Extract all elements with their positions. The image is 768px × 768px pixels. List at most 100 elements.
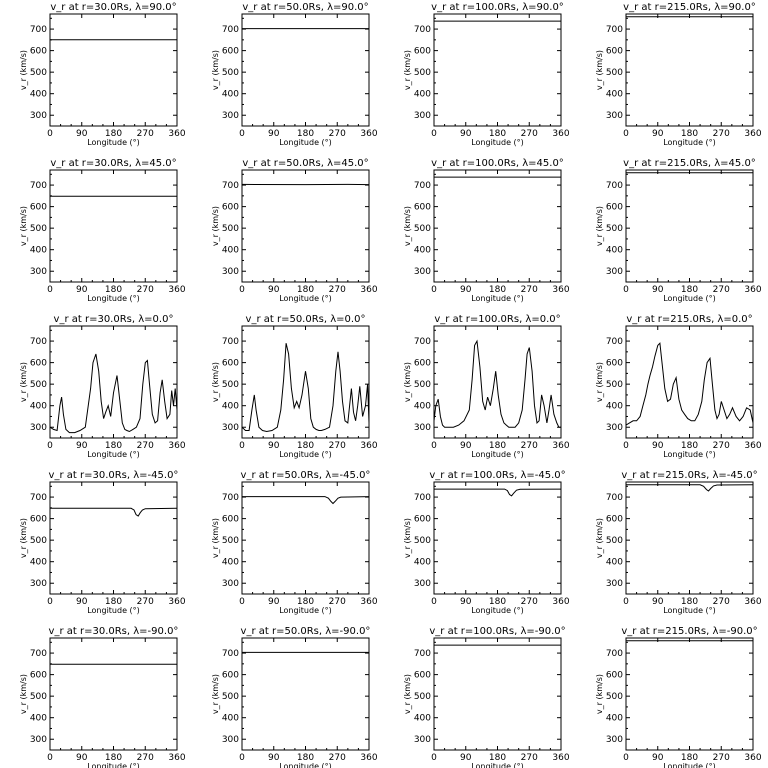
x-axis-label: Longitude (°) (279, 606, 332, 615)
panel-9: v_r at r=50.0Rs, λ=0.0° 0 90 180 270 360 300 40… (211, 314, 378, 459)
x-tick-label: 0 (623, 441, 629, 451)
y-tick-label: 500 (30, 536, 47, 546)
y-tick-label: 600 (414, 359, 431, 369)
x-tick-label: 360 (360, 285, 377, 295)
x-tick-label: 90 (76, 285, 88, 295)
y-axis-label: v_r (km/s) (211, 518, 220, 558)
panel-title: v_r at r=215.0Rs, λ=-90.0° (621, 626, 757, 637)
y-axis-label: v_r (km/s) (595, 674, 604, 714)
y-axis-label: v_r (km/s) (403, 362, 412, 402)
x-tick-label: 180 (105, 753, 122, 763)
y-tick-label: 500 (30, 68, 47, 78)
panel-2: v_r at r=100.0Rs, λ=90.0° 0 90 180 270 360 300… (403, 2, 570, 147)
x-tick-label: 90 (76, 441, 88, 451)
x-tick-label: 180 (681, 285, 698, 295)
plot-frame (49, 13, 178, 127)
panel-title: v_r at r=100.0Rs, λ=0.0° (434, 314, 560, 325)
y-tick-label: 500 (30, 692, 47, 702)
y-axis-label: v_r (km/s) (595, 50, 604, 90)
y-tick-label: 400 (30, 714, 47, 724)
y-axis-label: v_r (km/s) (19, 362, 28, 402)
x-tick-label: 180 (297, 753, 314, 763)
series-line (50, 353, 177, 434)
panel-title: v_r at r=50.0Rs, λ=-90.0° (241, 626, 371, 637)
x-tick-label: 180 (681, 597, 698, 607)
y-tick-label: 400 (30, 402, 47, 412)
panel-0: v_r at r=30.0Rs, λ=90.0° 0 90 180 270 360 300 4… (19, 2, 186, 147)
y-axis-label: v_r (km/s) (211, 206, 220, 246)
x-axis-label: Longitude (°) (279, 450, 332, 459)
y-tick-label: 500 (414, 224, 431, 234)
panel-title: v_r at r=50.0Rs, λ=45.0° (242, 158, 368, 169)
x-tick-label: 180 (105, 441, 122, 451)
x-tick-label: 180 (297, 285, 314, 295)
y-tick-label: 400 (30, 90, 47, 100)
panel-18: v_r at r=100.0Rs, λ=-90.0° 0 90 180 270 360 30… (403, 626, 570, 768)
y-tick-label: 500 (222, 68, 239, 78)
x-tick-label: 270 (713, 753, 730, 763)
x-tick-label: 360 (168, 753, 185, 763)
plot-frame (241, 637, 370, 751)
panel-title: v_r at r=100.0Rs, λ=90.0° (431, 2, 564, 13)
y-axis-label: v_r (km/s) (19, 206, 28, 246)
y-axis-label: v_r (km/s) (211, 50, 220, 90)
plot-frame (625, 637, 754, 751)
x-tick-label: 90 (460, 441, 472, 451)
y-tick-label: 600 (222, 203, 239, 213)
x-tick-label: 270 (137, 285, 154, 295)
x-tick-label: 360 (744, 753, 761, 763)
x-tick-label: 0 (431, 441, 437, 451)
x-tick-label: 270 (137, 753, 154, 763)
x-tick-label: 270 (137, 597, 154, 607)
x-tick-label: 90 (652, 441, 664, 451)
series-line (434, 488, 561, 497)
x-tick-label: 0 (47, 129, 53, 139)
panel-19: v_r at r=215.0Rs, λ=-90.0° 0 90 180 270 360 30… (595, 626, 762, 768)
x-axis-label: Longitude (°) (279, 762, 332, 768)
panel-title: v_r at r=215.0Rs, λ=-45.0° (621, 470, 757, 481)
y-tick-label: 700 (414, 25, 431, 35)
y-tick-label: 400 (30, 246, 47, 256)
x-tick-label: 0 (47, 285, 53, 295)
y-tick-label: 500 (414, 536, 431, 546)
x-tick-label: 180 (489, 753, 506, 763)
y-axis-label: v_r (km/s) (595, 362, 604, 402)
plot-frame (625, 169, 754, 283)
y-tick-label: 400 (606, 714, 623, 724)
y-tick-label: 300 (414, 579, 431, 589)
y-tick-label: 300 (414, 735, 431, 745)
y-axis-label: v_r (km/s) (19, 50, 28, 90)
y-tick-label: 300 (222, 111, 239, 121)
y-tick-label: 500 (30, 380, 47, 390)
plot-frame (49, 169, 178, 283)
y-tick-label: 500 (414, 68, 431, 78)
panel-title: v_r at r=30.0Rs, λ=-45.0° (49, 470, 179, 481)
y-tick-label: 500 (606, 536, 623, 546)
x-tick-label: 360 (552, 441, 569, 451)
panel-title: v_r at r=100.0Rs, λ=-45.0° (429, 470, 565, 481)
y-tick-label: 500 (606, 224, 623, 234)
x-tick-label: 360 (552, 129, 569, 139)
panel-title: v_r at r=100.0Rs, λ=-90.0° (429, 626, 565, 637)
x-tick-label: 270 (521, 597, 538, 607)
y-axis-label: v_r (km/s) (595, 518, 604, 558)
x-tick-label: 0 (239, 129, 245, 139)
x-axis-label: Longitude (°) (663, 294, 716, 303)
x-tick-label: 270 (329, 129, 346, 139)
panel-title: v_r at r=30.0Rs, λ=-90.0° (49, 626, 179, 637)
y-tick-label: 500 (606, 68, 623, 78)
y-tick-label: 300 (222, 735, 239, 745)
x-tick-label: 180 (681, 129, 698, 139)
y-tick-label: 700 (222, 337, 239, 347)
panel-title: v_r at r=215.0Rs, λ=45.0° (623, 158, 756, 169)
y-tick-label: 400 (222, 402, 239, 412)
panel-11: v_r at r=215.0Rs, λ=0.0° 0 90 180 270 360 300 4… (595, 314, 762, 459)
y-tick-label: 700 (414, 181, 431, 191)
x-tick-label: 90 (268, 597, 280, 607)
plot-frame (625, 481, 754, 595)
y-tick-label: 500 (414, 380, 431, 390)
y-tick-label: 500 (30, 224, 47, 234)
x-tick-label: 180 (105, 285, 122, 295)
x-tick-label: 270 (329, 597, 346, 607)
panel-5: v_r at r=50.0Rs, λ=45.0° 0 90 180 270 360 300 4… (211, 158, 378, 303)
